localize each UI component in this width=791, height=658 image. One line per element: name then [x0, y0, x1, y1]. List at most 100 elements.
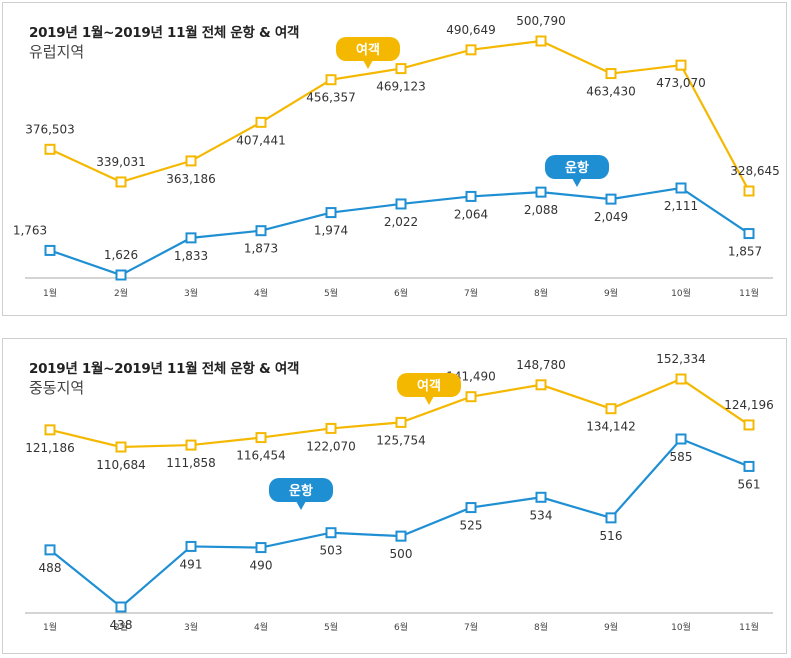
chart-title: 2019년 1월~2019년 11월 전체 운항 & 여객 [29, 361, 300, 377]
data-label: 122,070 [306, 439, 356, 453]
x-tick-label: 9월 [604, 287, 618, 299]
legend-bubble-label: 여객 [417, 378, 441, 394]
data-label: 121,186 [25, 441, 75, 455]
data-point-marker [185, 439, 197, 451]
data-point-marker [605, 512, 617, 524]
flights-series-line [49, 437, 750, 609]
data-label: 148,780 [516, 358, 566, 372]
x-tick-label: 5월 [324, 287, 338, 299]
data-label: 2,111 [664, 199, 698, 213]
data-point-marker [255, 225, 267, 237]
data-label: 363,186 [166, 172, 216, 186]
data-point-marker [44, 244, 56, 256]
data-point-marker [605, 68, 617, 80]
data-label: 503 [320, 544, 343, 558]
data-label: 491 [180, 557, 203, 571]
flights-legend-bubble: 운항 [269, 478, 333, 510]
data-label: 2,088 [524, 203, 558, 217]
x-tick-label: 9월 [604, 621, 618, 633]
data-point-marker [255, 542, 267, 554]
data-point-marker [743, 460, 755, 472]
x-tick-label: 11월 [739, 287, 759, 299]
x-tick-label: 1월 [43, 287, 57, 299]
legend-bubble-shape [545, 155, 609, 179]
chart-subtitle: 중동지역 [29, 379, 85, 397]
data-point-marker [535, 491, 547, 503]
data-label: 111,858 [166, 456, 216, 470]
x-tick-label: 8월 [534, 287, 548, 299]
middle-east-line-chart: 1월 2월 3월 4월 5월 6월 7월 8월 9월 10월 11월 121,186 110,684 11… [25, 352, 774, 633]
legend-bubble-label: 운항 [565, 160, 589, 176]
legend-bubble-tail [572, 178, 582, 187]
data-label: 407,441 [236, 133, 286, 147]
passengers-series: 121,186 110,684 111,858 116,454 122,070 125,7… [25, 352, 774, 472]
data-point-marker [675, 433, 687, 445]
data-label: 456,357 [306, 91, 356, 105]
data-point-marker [185, 232, 197, 244]
passengers-series: 376,503 339,031 363,186 407,441 456,357 469,1… [25, 14, 780, 197]
legend-bubble-tail [296, 501, 306, 510]
x-tick-label: 5월 [324, 621, 338, 633]
legend-bubble-label: 여객 [356, 42, 380, 58]
data-label: 490,649 [446, 23, 496, 37]
data-label: 328,645 [730, 164, 780, 178]
data-label: 152,334 [656, 352, 706, 366]
x-tick-label: 10월 [671, 621, 691, 633]
data-label: 125,754 [376, 433, 426, 447]
data-point-marker [325, 74, 337, 86]
x-tick-label: 2월 [114, 621, 128, 633]
flights-series: 488 438 491 490 503 500 525 534 516 585 561 [39, 433, 761, 632]
data-label: 110,684 [96, 458, 146, 472]
data-label: 438 [110, 618, 133, 632]
data-label: 500,790 [516, 14, 566, 28]
data-point-marker [255, 116, 267, 128]
data-point-marker [465, 44, 477, 56]
legend-bubble-tail [424, 396, 434, 405]
data-point-marker [185, 155, 197, 167]
x-tick-label: 6월 [394, 621, 408, 633]
data-label: 1,763 [13, 223, 47, 237]
data-label: 2,022 [384, 215, 418, 229]
data-label: 376,503 [25, 122, 75, 136]
passengers-legend-bubble: 여객 [397, 373, 461, 405]
data-label: 1,626 [104, 248, 138, 262]
data-point-marker [115, 269, 127, 281]
data-point-marker [465, 391, 477, 403]
data-point-marker [605, 403, 617, 415]
chart-title: 2019년 1월~2019년 11월 전체 운항 & 여객 [29, 25, 300, 41]
x-tick-label: 4월 [254, 287, 268, 299]
x-tick-label: 7월 [464, 287, 478, 299]
data-point-marker [185, 540, 197, 552]
data-label: 1,974 [314, 224, 348, 238]
data-point-marker [325, 422, 337, 434]
x-tick-label: 10월 [671, 287, 691, 299]
data-label: 2,064 [454, 207, 488, 221]
data-point-marker [115, 176, 127, 188]
data-label: 561 [738, 477, 761, 491]
data-point-marker [115, 601, 127, 613]
data-point-marker [605, 193, 617, 205]
data-point-marker [743, 419, 755, 431]
x-tick-label: 6월 [394, 287, 408, 299]
data-label: 1,873 [244, 242, 278, 256]
data-point-marker [535, 35, 547, 47]
europe-chart-panel: 2019년 1월~2019년 11월 전체 운항 & 여객 유럽지역 1월 2월 3… [2, 2, 787, 316]
data-point-marker [115, 441, 127, 453]
data-label: 490 [250, 559, 273, 573]
data-point-marker [675, 373, 687, 385]
data-point-marker [675, 59, 687, 71]
data-point-marker [743, 228, 755, 240]
data-label: 534 [530, 508, 553, 522]
data-label: 469,123 [376, 80, 426, 94]
legend-bubble-shape [336, 37, 400, 61]
legend-bubble-label: 운항 [289, 483, 313, 499]
data-point-marker [535, 379, 547, 391]
data-label: 500 [390, 547, 413, 561]
middle-east-chart-panel: 2019년 1월~2019년 11월 전체 운항 & 여객 중동지역 1월 2월 3… [2, 338, 787, 654]
x-tick-label: 8월 [534, 621, 548, 633]
data-point-marker [395, 63, 407, 75]
x-tick-label: 7월 [464, 621, 478, 633]
data-label: 2,049 [594, 210, 628, 224]
data-label: 134,142 [586, 420, 636, 434]
data-label: 525 [460, 519, 483, 533]
